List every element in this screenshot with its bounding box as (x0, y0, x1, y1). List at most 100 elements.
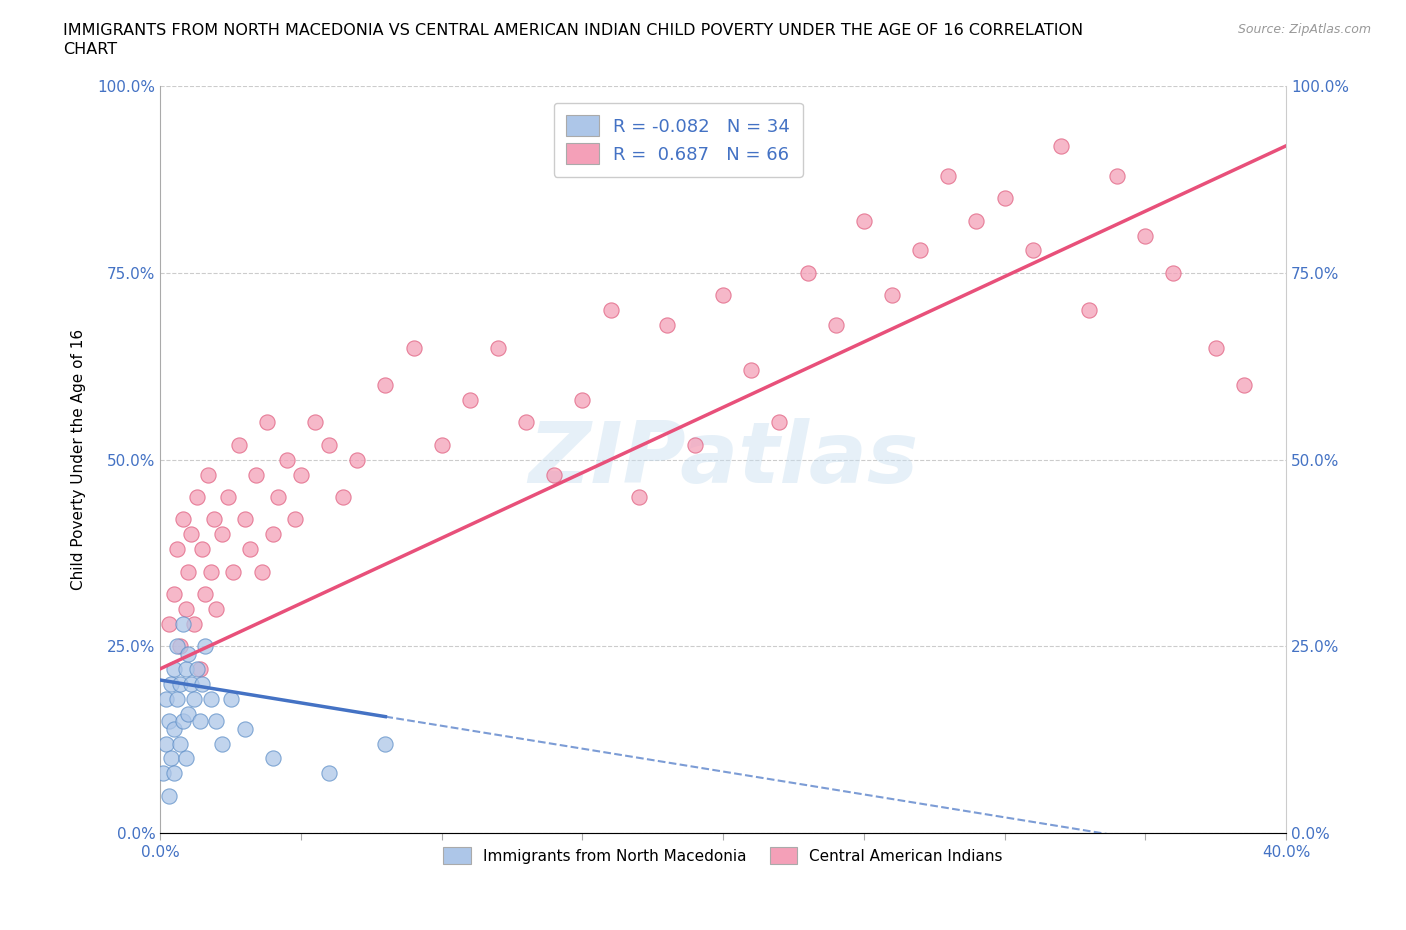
Point (211, 527, 233, 542)
Point (1049, 139, 1071, 153)
Point (191, 676, 214, 691)
Point (1107, 168, 1129, 183)
Point (245, 467, 267, 482)
Point (267, 489, 290, 504)
Point (155, 691, 177, 706)
Point (191, 542, 214, 557)
Point (163, 587, 186, 602)
Point (174, 602, 197, 617)
Point (256, 415, 278, 430)
Point (194, 639, 217, 654)
Point (239, 542, 262, 557)
Point (993, 191, 1015, 206)
Point (1135, 228, 1157, 243)
Point (276, 452, 298, 467)
Point (374, 736, 396, 751)
Point (174, 751, 197, 766)
Point (197, 467, 219, 482)
Point (486, 340, 509, 355)
Point (169, 639, 191, 654)
Point (908, 243, 931, 258)
Point (177, 565, 200, 579)
Point (180, 676, 202, 691)
Point (430, 437, 453, 452)
Legend: Immigrants from North Macedonia, Central American Indians: Immigrants from North Macedonia, Central… (437, 841, 1010, 870)
Point (163, 766, 186, 781)
Text: ZIPatlas: ZIPatlas (529, 418, 918, 501)
Point (157, 713, 180, 728)
Text: CHART: CHART (63, 42, 117, 57)
Point (217, 489, 239, 504)
Point (824, 318, 846, 333)
Point (166, 691, 188, 706)
Point (180, 527, 202, 542)
Point (202, 512, 225, 526)
Point (1021, 243, 1043, 258)
Point (188, 713, 211, 728)
Point (458, 392, 481, 407)
Y-axis label: Child Poverty Under the Age of 16: Child Poverty Under the Age of 16 (72, 329, 86, 591)
Point (200, 691, 222, 706)
Point (157, 789, 180, 804)
Point (177, 706, 200, 721)
Text: IMMIGRANTS FROM NORTH MACEDONIA VS CENTRAL AMERICAN INDIAN CHILD POVERTY UNDER T: IMMIGRANTS FROM NORTH MACEDONIA VS CENTR… (63, 23, 1084, 38)
Point (160, 676, 183, 691)
Point (166, 542, 188, 557)
Point (169, 676, 191, 691)
Text: Source: ZipAtlas.com: Source: ZipAtlas.com (1237, 23, 1371, 36)
Point (1205, 340, 1227, 355)
Point (543, 467, 565, 482)
Point (183, 617, 205, 631)
Point (346, 452, 368, 467)
Point (211, 736, 233, 751)
Point (152, 766, 174, 781)
Point (332, 489, 354, 504)
Point (262, 527, 284, 542)
Point (233, 512, 256, 526)
Point (1163, 265, 1185, 280)
Point (852, 213, 875, 228)
Point (172, 713, 194, 728)
Point (627, 489, 650, 504)
Point (796, 265, 818, 280)
Point (160, 751, 183, 766)
Point (222, 565, 245, 579)
Point (599, 303, 621, 318)
Point (228, 437, 250, 452)
Point (186, 489, 208, 504)
Point (571, 392, 593, 407)
Point (683, 437, 706, 452)
Point (374, 378, 396, 392)
Point (318, 766, 340, 781)
Point (172, 512, 194, 526)
Point (318, 437, 340, 452)
Point (290, 467, 312, 482)
Point (936, 168, 959, 183)
Point (233, 721, 256, 736)
Point (169, 736, 191, 751)
Point (1233, 378, 1256, 392)
Point (166, 639, 188, 654)
Point (155, 736, 177, 751)
Point (262, 751, 284, 766)
Point (174, 661, 197, 676)
Point (186, 661, 208, 676)
Point (163, 721, 186, 736)
Point (183, 691, 205, 706)
Point (880, 288, 903, 303)
Point (250, 565, 273, 579)
Point (740, 363, 762, 378)
Point (768, 415, 790, 430)
Point (515, 415, 537, 430)
Point (655, 318, 678, 333)
Point (205, 713, 228, 728)
Point (205, 602, 228, 617)
Point (163, 661, 186, 676)
Point (304, 415, 326, 430)
Point (711, 288, 734, 303)
Point (200, 565, 222, 579)
Point (194, 587, 217, 602)
Point (965, 213, 987, 228)
Point (402, 340, 425, 355)
Point (1078, 303, 1101, 318)
